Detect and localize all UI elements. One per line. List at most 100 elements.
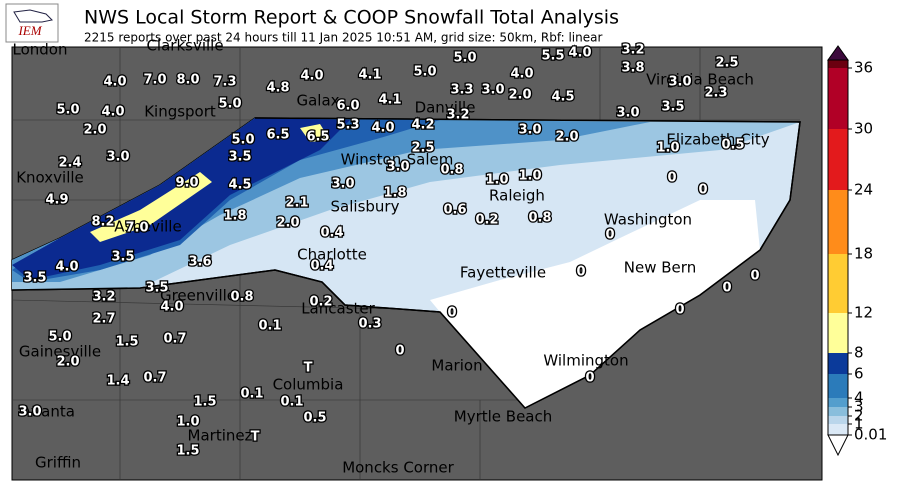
colorbar-bin	[828, 190, 848, 254]
city-label: Moncks Corner	[342, 459, 454, 477]
report-value: 7.0	[143, 73, 166, 88]
report-value: 5.0	[56, 103, 79, 118]
colorbar-tick-label: 30	[854, 120, 873, 138]
city-label: Knoxville	[16, 169, 84, 187]
report-value: 0.1	[280, 395, 303, 410]
report-value: 3.5	[661, 100, 684, 115]
report-value: 3.0	[518, 123, 541, 138]
report-value: 2.5	[411, 141, 434, 156]
report-value: 1.5	[115, 335, 138, 350]
report-value: 5.0	[453, 51, 476, 66]
report-value: 0.7	[143, 371, 166, 386]
report-value: 4.8	[266, 81, 289, 96]
report-value: 0.8	[528, 211, 551, 226]
report-value: 4.0	[103, 75, 126, 90]
colorbar-bin	[828, 353, 848, 374]
report-value: 6.5	[266, 128, 289, 143]
city-label: Galax	[296, 92, 339, 110]
colorbar-bin	[828, 129, 848, 190]
report-value: 5.0	[48, 330, 71, 345]
report-value: 3.2	[621, 43, 644, 58]
colorbar-tick-label: 6	[854, 365, 864, 383]
city-label: Myrtle Beach	[454, 408, 553, 426]
report-value: 2.0	[56, 355, 79, 370]
report-value: 2.5	[715, 56, 738, 71]
colorbar-under	[827, 434, 849, 457]
report-value: 1.0	[518, 169, 541, 184]
report-value: 2.1	[285, 196, 308, 211]
report-value: 1.8	[223, 209, 246, 224]
report-value: 0	[722, 281, 731, 296]
city-label: Wilmington	[543, 352, 628, 370]
report-value: 5.0	[218, 97, 241, 112]
city-label: Danville	[415, 99, 476, 117]
subtitle: 2215 reports over past 24 hours till 11 …	[84, 31, 602, 45]
report-value: 0	[576, 265, 585, 280]
colorbar-tick-label: 2	[854, 407, 864, 425]
colorbar-over	[827, 45, 849, 61]
report-value: 2.7	[92, 312, 115, 327]
report-value: 3.5	[23, 271, 46, 286]
colorbar-bin	[828, 60, 848, 68]
report-value: 5.0	[231, 133, 254, 148]
city-label: Salisbury	[331, 198, 400, 216]
logo-shape	[13, 9, 54, 23]
city-label: Elizabeth City	[666, 131, 769, 149]
report-value: 3.0	[331, 177, 354, 192]
report-value: 6.5	[306, 130, 329, 145]
report-value: 0	[447, 306, 456, 321]
nc-no-snow	[430, 200, 760, 408]
report-value: 3.0	[616, 106, 639, 121]
colorbar-bin	[828, 313, 848, 353]
city-label: Greenville	[160, 287, 236, 305]
report-value: 2.0	[83, 123, 106, 138]
report-value: 1.4	[106, 374, 129, 389]
report-value: 0.1	[240, 387, 263, 402]
city-label: New Bern	[624, 259, 696, 277]
report-value: 4.1	[378, 93, 401, 108]
logo-text: IEM	[17, 23, 42, 38]
report-value: 4.5	[228, 178, 251, 193]
report-value: 8.0	[176, 73, 199, 88]
city-label: Gainesville	[19, 343, 101, 361]
report-value: 5.0	[413, 65, 436, 80]
nc-heavy-1	[90, 172, 212, 242]
report-value: 0.3	[358, 317, 381, 332]
city-label: Charlotte	[297, 246, 367, 264]
city-label: London	[13, 41, 68, 59]
report-value: 6.0	[336, 99, 359, 114]
colorbar-tick-label: 0.01	[854, 426, 887, 444]
colorbar-bin	[828, 374, 848, 398]
city-label: Columbia	[273, 376, 344, 394]
report-value: 3.5	[228, 150, 251, 165]
city-label: Winston-Salem	[341, 151, 454, 169]
report-value: 4.0	[55, 260, 78, 275]
report-value: 0.4	[310, 259, 333, 274]
report-value: 5.3	[336, 118, 359, 133]
report-value: 0.1	[258, 319, 281, 334]
report-value: 1.5	[193, 395, 216, 410]
report-value: 9.0	[175, 176, 198, 191]
report-value: 4.1	[358, 68, 381, 83]
report-value: 1.0	[485, 173, 508, 188]
report-value: 4.0	[101, 105, 124, 120]
report-value: 3.8	[621, 61, 644, 76]
report-value: 0.5	[721, 138, 744, 153]
report-value: 1.0	[176, 415, 199, 430]
report-value: 2.3	[704, 86, 727, 101]
colorbar-tick-label: 36	[854, 59, 873, 77]
colorbar-bin	[828, 398, 848, 407]
colorbar-tick-label: 12	[854, 304, 873, 322]
colorbar-bin	[828, 424, 848, 435]
report-value: T	[251, 430, 260, 445]
city-label: Fayetteville	[460, 264, 546, 282]
colorbar-bin	[828, 254, 848, 313]
city-label: Marion	[431, 357, 482, 375]
report-value: 2.0	[276, 216, 299, 231]
report-value: 0.5	[303, 411, 326, 426]
report-value: 2.4	[58, 156, 81, 171]
report-value: 4.0	[568, 46, 591, 61]
city-label: Washington	[604, 211, 692, 229]
logo: IEM	[5, 3, 59, 43]
report-value: 0	[675, 303, 684, 318]
